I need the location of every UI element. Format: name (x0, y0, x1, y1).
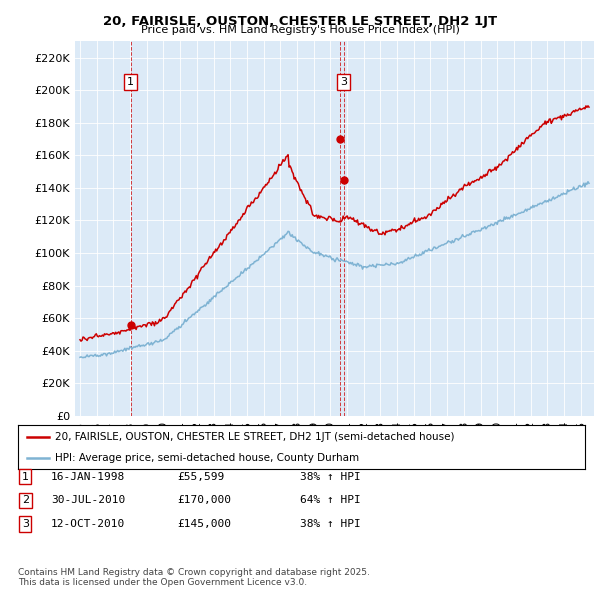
Text: 3: 3 (340, 77, 347, 87)
Text: Price paid vs. HM Land Registry's House Price Index (HPI): Price paid vs. HM Land Registry's House … (140, 25, 460, 35)
Text: £145,000: £145,000 (177, 519, 231, 529)
Text: 64% ↑ HPI: 64% ↑ HPI (300, 496, 361, 505)
Text: £55,599: £55,599 (177, 472, 224, 481)
Text: 38% ↑ HPI: 38% ↑ HPI (300, 519, 361, 529)
Text: 1: 1 (127, 77, 134, 87)
Text: 20, FAIRISLE, OUSTON, CHESTER LE STREET, DH2 1JT (semi-detached house): 20, FAIRISLE, OUSTON, CHESTER LE STREET,… (55, 432, 454, 442)
Text: £170,000: £170,000 (177, 496, 231, 505)
Text: 16-JAN-1998: 16-JAN-1998 (51, 472, 125, 481)
Text: 12-OCT-2010: 12-OCT-2010 (51, 519, 125, 529)
Text: 3: 3 (22, 519, 29, 529)
Text: Contains HM Land Registry data © Crown copyright and database right 2025.
This d: Contains HM Land Registry data © Crown c… (18, 568, 370, 587)
Text: 30-JUL-2010: 30-JUL-2010 (51, 496, 125, 505)
Text: HPI: Average price, semi-detached house, County Durham: HPI: Average price, semi-detached house,… (55, 453, 359, 463)
Text: 38% ↑ HPI: 38% ↑ HPI (300, 472, 361, 481)
Text: 20, FAIRISLE, OUSTON, CHESTER LE STREET, DH2 1JT: 20, FAIRISLE, OUSTON, CHESTER LE STREET,… (103, 15, 497, 28)
Text: 2: 2 (22, 496, 29, 505)
Text: 1: 1 (22, 472, 29, 481)
